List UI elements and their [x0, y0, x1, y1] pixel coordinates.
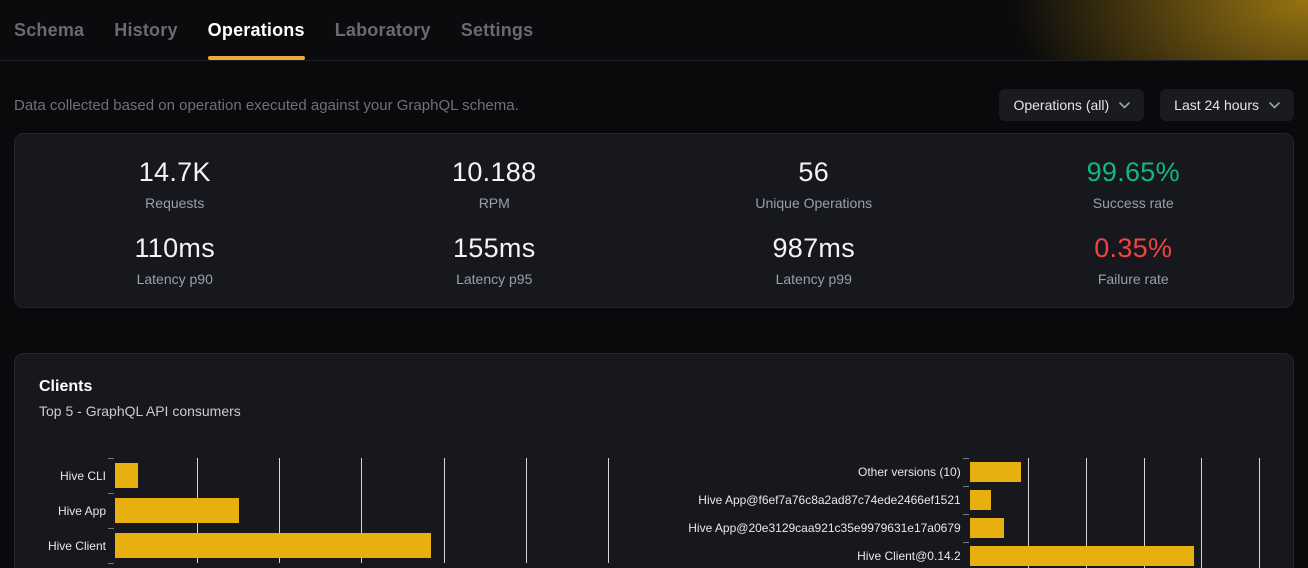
- operations-filter-dropdown[interactable]: Operations (all): [999, 89, 1145, 121]
- chart-bar-hive-app-20e3129caa921c35e9979631e17a0679: [969, 518, 1005, 538]
- chart-gridline: [1027, 458, 1029, 568]
- stat-label-latency-p99: Latency p99: [775, 271, 852, 287]
- toolbar: Data collected based on operation execut…: [14, 89, 1294, 121]
- stat-label-failure-rate: Failure rate: [1097, 271, 1169, 287]
- chart-axis-tick: [962, 514, 969, 515]
- stat-label-success-rate: Success rate: [1092, 195, 1174, 211]
- clients-card-title: Clients: [39, 378, 93, 395]
- tab-schema[interactable]: Schema: [14, 0, 84, 60]
- chart-bar-row: [115, 458, 642, 493]
- chart-category-label-hive-cli: Hive CLI: [59, 468, 106, 483]
- stat-latency-p95: 155ms Latency p95: [335, 233, 655, 287]
- chart-gridline: [1143, 458, 1145, 568]
- chart-category-label-other-versions-10: Other versions (10): [857, 465, 961, 479]
- chart-gridline: [525, 458, 527, 563]
- chart-bar-hive-app: [115, 498, 239, 523]
- chart-category-labels: Other versions (10) Hive App@f6ef7a76c8a2…: [642, 458, 970, 568]
- chart-plot-area: [962, 458, 1269, 568]
- clients-charts: Hive CLI Hive App Hive Client Other versio…: [39, 458, 1269, 568]
- chart-bar-row: [969, 514, 1269, 542]
- chart-bar-row: [115, 493, 642, 528]
- chart-bar-row: [115, 528, 642, 563]
- stat-label-unique-operations: Unique Operations: [755, 195, 873, 211]
- chart-bar-row: [969, 486, 1269, 514]
- chart-gridline: [443, 458, 445, 563]
- page-description: Data collected based on operation execut…: [14, 96, 519, 114]
- chart-bar-row: [969, 458, 1269, 486]
- stat-success-rate: 99.65% Success rate: [974, 157, 1294, 211]
- chevron-down-icon: [1269, 101, 1280, 109]
- chart-category-label-hive-app-f6ef7a76c8a2ad87c74ede2466ef1521: Hive App@f6ef7a76c8a2ad87c74ede2466ef152…: [698, 493, 961, 507]
- stat-unique-operations: 56 Unique Operations: [654, 157, 974, 211]
- stat-label-latency-p95: Latency p95: [456, 271, 533, 287]
- chart-axis-tick: [108, 493, 114, 494]
- chart-bar-hive-app-f6ef7a76c8a2ad87c74ede2466ef1521: [969, 490, 992, 510]
- chart-axis-tick: [962, 458, 969, 459]
- clients-by-name-chart: Hive CLI Hive App Hive Client: [39, 458, 642, 568]
- stat-value-failure-rate: 0.35%: [1094, 233, 1173, 263]
- stat-value-requests: 14.7K: [138, 157, 211, 187]
- chart-bar-hive-cli: [115, 463, 138, 488]
- clients-by-version-chart: Other versions (10) Hive App@f6ef7a76c8a2…: [642, 458, 1269, 568]
- chart-axis-tick: [108, 458, 114, 459]
- chart-gridline: [1201, 458, 1203, 568]
- chart-category-labels: Hive CLI Hive App Hive Client: [39, 458, 115, 568]
- chart-bar-other-versions-10: [969, 462, 1022, 482]
- chart-axis-tick: [962, 542, 969, 543]
- chart-bar-hive-client-0-14-2: [969, 546, 1194, 566]
- chart-gridline: [607, 458, 609, 563]
- stat-value-latency-p90: 110ms: [134, 233, 216, 263]
- stat-label-latency-p90: Latency p90: [136, 271, 213, 287]
- chart-gridline: [1259, 458, 1261, 568]
- chart-category-label-hive-client: Hive Client: [47, 538, 106, 553]
- stat-failure-rate: 0.35% Failure rate: [974, 233, 1294, 287]
- top-nav-bar: Schema History Operations Laboratory Setting…: [0, 0, 1308, 61]
- operations-filter-label: Operations (all): [1013, 97, 1110, 113]
- chart-category-label-hive-app-20e3129caa921c35e9979631e17a0679: Hive App@20e3129caa921c35e9979631e17a067…: [688, 521, 961, 535]
- tab-operations[interactable]: Operations: [207, 0, 305, 60]
- chart-gridline: [361, 458, 363, 563]
- stats-summary-card: 14.7K Requests 10.188 RPM 56 Unique Operation…: [14, 133, 1294, 308]
- stat-latency-p90: 110ms Latency p90: [15, 233, 335, 287]
- tab-history[interactable]: History: [114, 0, 177, 60]
- chart-gridline: [279, 458, 281, 563]
- chart-gridline: [1085, 458, 1087, 568]
- chart-axis-tick: [108, 563, 114, 564]
- chart-plot-area: [108, 458, 642, 564]
- stat-rpm: 10.188 RPM: [335, 157, 655, 211]
- stat-value-success-rate: 99.65%: [1086, 157, 1180, 187]
- tab-settings[interactable]: Settings: [461, 0, 534, 60]
- stat-value-unique-operations: 56: [798, 157, 830, 187]
- chart-category-label-hive-app: Hive App: [57, 503, 106, 518]
- chart-category-label-hive-client-0-14-2: Hive Client@0.14.2: [857, 549, 961, 563]
- clients-card-subtitle: Top 5 - GraphQL API consumers: [39, 403, 241, 419]
- chevron-down-icon: [1119, 101, 1130, 109]
- chart-axis-tick: [962, 486, 969, 487]
- clients-card: Clients Top 5 - GraphQL API consumers Hi…: [14, 353, 1294, 568]
- chart-bar-row: [969, 542, 1269, 568]
- filter-group: Operations (all) Last 24 hours: [999, 89, 1294, 121]
- stat-value-latency-p95: 155ms: [452, 233, 536, 263]
- time-range-dropdown[interactable]: Last 24 hours: [1160, 89, 1294, 121]
- stat-requests: 14.7K Requests: [15, 157, 335, 211]
- primary-tabs: Schema History Operations Laboratory Setting…: [0, 0, 1308, 60]
- stat-latency-p99: 987ms Latency p99: [654, 233, 974, 287]
- chart-bar-hive-client: [115, 533, 431, 558]
- stat-label-requests: Requests: [145, 195, 205, 211]
- stat-value-latency-p99: 987ms: [772, 233, 856, 263]
- stat-value-rpm: 10.188: [452, 157, 537, 187]
- stat-label-rpm: RPM: [478, 195, 510, 211]
- operations-page: Data collected based on operation execut…: [0, 89, 1308, 568]
- tab-laboratory[interactable]: Laboratory: [335, 0, 431, 60]
- chart-axis-tick: [108, 528, 114, 529]
- time-range-label: Last 24 hours: [1174, 97, 1259, 113]
